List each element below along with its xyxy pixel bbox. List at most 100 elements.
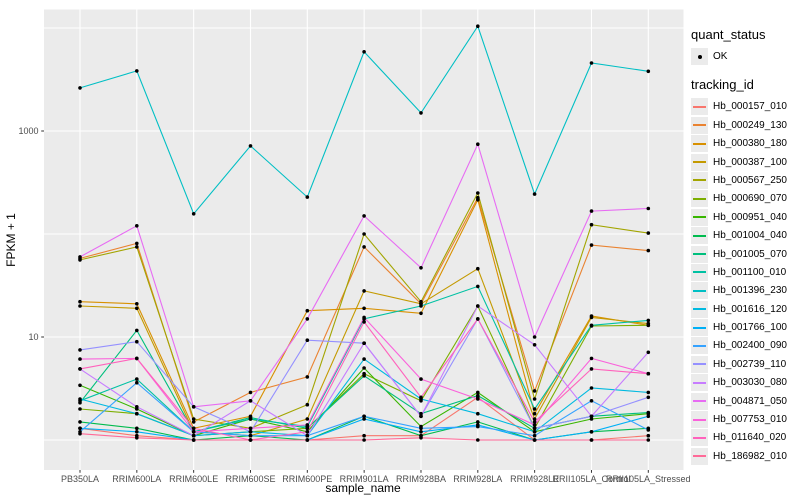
legend-title-quant-status: quant_status	[691, 27, 766, 42]
x-tick-label: RRIM928BA	[396, 474, 446, 484]
legend-item-Hb_011640_020: Hb_011640_020	[691, 429, 799, 447]
data-point	[532, 420, 537, 424]
data-point	[248, 399, 253, 403]
legend-item-label: OK	[713, 51, 728, 62]
data-point	[305, 417, 310, 421]
data-point	[362, 366, 366, 370]
legend-item-label: Hb_000380_180	[713, 138, 787, 150]
data-point	[135, 69, 139, 73]
data-point	[362, 245, 366, 249]
data-point	[532, 438, 537, 442]
legend-item-Hb_002400_090: Hb_002400_090	[691, 337, 799, 355]
data-point	[589, 315, 594, 320]
data-point	[362, 232, 366, 236]
data-point	[532, 417, 537, 421]
data-point	[362, 357, 366, 361]
data-point	[646, 371, 651, 376]
data-point	[476, 284, 480, 289]
legend-item-Hb_000380_180: Hb_000380_180	[691, 135, 799, 153]
data-point	[476, 317, 480, 321]
data-point	[362, 214, 366, 218]
line-glyph-icon	[693, 381, 706, 384]
legend-key	[691, 429, 708, 447]
legend-key	[691, 300, 708, 318]
data-point	[135, 224, 139, 228]
data-point	[78, 367, 82, 371]
line-glyph-icon	[693, 105, 706, 108]
data-point	[362, 417, 366, 421]
data-point	[135, 430, 139, 434]
legend-item-ok: OK	[691, 48, 799, 65]
data-point	[476, 304, 480, 308]
data-point	[646, 206, 651, 211]
data-point	[248, 426, 253, 431]
point-glyph-icon	[697, 54, 702, 59]
data-point	[362, 438, 366, 442]
data-point	[589, 438, 594, 442]
line-glyph-icon	[693, 253, 706, 256]
data-point	[362, 289, 366, 293]
legend-key	[691, 116, 708, 134]
data-point	[78, 420, 82, 424]
data-point	[419, 430, 423, 434]
data-point	[305, 430, 310, 434]
data-point	[419, 266, 423, 270]
data-point	[305, 433, 310, 438]
data-point	[248, 417, 253, 421]
legend-item-Hb_000951_040: Hb_000951_040	[691, 208, 799, 226]
data-point	[135, 306, 139, 311]
line-glyph-icon	[693, 308, 706, 311]
legend-item-label: Hb_000690_070	[713, 193, 787, 205]
data-point	[589, 417, 594, 421]
data-point	[646, 323, 651, 328]
data-point	[191, 417, 196, 421]
data-point	[248, 433, 253, 438]
legend-key	[691, 171, 708, 189]
y-tick-label: 1000	[18, 126, 38, 136]
legend-key	[691, 98, 708, 116]
legend-key	[691, 355, 708, 373]
legend-item-label: Hb_003030_080	[713, 377, 787, 389]
legend-key	[691, 282, 708, 300]
legend-item-Hb_001616_120: Hb_001616_120	[691, 300, 799, 318]
line-glyph-icon	[693, 418, 706, 421]
legend-item-Hb_001766_100: Hb_001766_100	[691, 319, 799, 337]
data-point	[476, 24, 480, 29]
data-point	[589, 222, 594, 227]
legend-key	[691, 337, 708, 355]
data-point	[646, 410, 651, 415]
data-point	[589, 323, 594, 328]
data-point	[646, 69, 651, 74]
data-point	[419, 311, 423, 316]
legend-item-Hb_004871_050: Hb_004871_050	[691, 392, 799, 410]
data-point	[135, 405, 139, 409]
data-point	[589, 414, 594, 419]
data-point	[248, 438, 253, 442]
data-point	[532, 192, 537, 196]
data-point	[419, 426, 423, 431]
data-point	[78, 431, 82, 436]
data-point	[419, 304, 423, 308]
legend-item-Hb_186982_010: Hb_186982_010	[691, 447, 799, 465]
line-glyph-icon	[693, 179, 706, 182]
data-point	[646, 428, 651, 432]
x-tick-label: PB350LA	[61, 474, 99, 484]
legend-item-label: Hb_000249_130	[713, 119, 787, 131]
legend-item-Hb_000567_250: Hb_000567_250	[691, 171, 799, 189]
data-point	[419, 377, 423, 381]
data-point	[248, 144, 253, 148]
data-point	[135, 380, 139, 385]
data-point	[191, 405, 196, 409]
y-tick-label: 10	[28, 332, 38, 342]
data-point	[362, 414, 366, 419]
legend-item-label: Hb_002400_090	[713, 340, 787, 352]
data-point	[78, 397, 82, 401]
line-glyph-icon	[693, 197, 706, 200]
data-point	[305, 195, 310, 199]
data-point	[248, 390, 253, 395]
data-point	[305, 375, 310, 379]
data-point	[646, 395, 651, 400]
legend-item-Hb_001005_070: Hb_001005_070	[691, 245, 799, 263]
data-point	[78, 348, 82, 352]
data-point	[532, 411, 537, 416]
